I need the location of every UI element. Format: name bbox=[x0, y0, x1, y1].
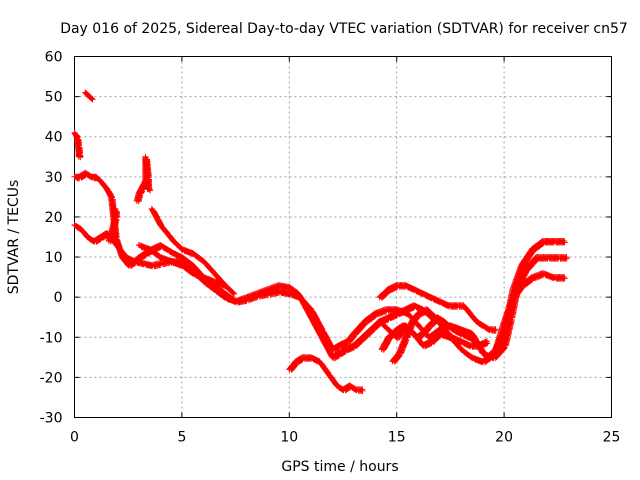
x-tick-label: 10 bbox=[280, 430, 298, 446]
x-tick-label: 20 bbox=[495, 430, 513, 446]
y-tick-label: 60 bbox=[45, 50, 63, 66]
data-point-markers bbox=[82, 89, 96, 103]
grid bbox=[74, 56, 612, 418]
x-tick-label: 5 bbox=[177, 430, 186, 446]
data-point-markers bbox=[71, 129, 84, 161]
data-point-markers bbox=[350, 302, 478, 349]
y-tick-label: -10 bbox=[40, 330, 63, 346]
series-track-k bbox=[71, 129, 84, 161]
data-point-markers bbox=[135, 242, 229, 290]
y-tick-label: 0 bbox=[54, 290, 63, 306]
x-tick-label: 25 bbox=[603, 430, 621, 446]
y-tick-label: 20 bbox=[45, 210, 63, 226]
series-track-j bbox=[82, 89, 96, 103]
y-tick-label: 40 bbox=[45, 130, 63, 146]
y-axis-label: SDTVAR / TECUs bbox=[6, 180, 22, 295]
series-track-i bbox=[105, 205, 120, 245]
data-point-markers bbox=[71, 222, 568, 366]
x-tick-label: 15 bbox=[388, 430, 406, 446]
data-point-markers bbox=[105, 205, 120, 245]
series-track-b bbox=[71, 222, 568, 366]
y-tick-label: 10 bbox=[45, 250, 63, 266]
series-track-f bbox=[376, 282, 499, 334]
series-track-h bbox=[133, 153, 154, 205]
plot-frame bbox=[74, 56, 612, 418]
axis-ticks: 0 5 10 15 20 25 -30 -20 -10 0 10 20 30 40 50 60 bbox=[40, 50, 621, 446]
series-track-c bbox=[286, 354, 366, 394]
data-points bbox=[71, 89, 570, 394]
y-tick-label: -20 bbox=[40, 370, 63, 386]
data-point-markers bbox=[133, 153, 154, 205]
data-point-markers bbox=[376, 282, 499, 334]
chart-title: Day 016 of 2025, Sidereal Day-to-day VTE… bbox=[60, 21, 628, 37]
data-point-markers bbox=[286, 354, 366, 394]
x-tick-label: 0 bbox=[70, 430, 79, 446]
series-track-m bbox=[135, 242, 229, 290]
y-tick-label: 50 bbox=[45, 90, 63, 106]
x-axis-label: GPS time / hours bbox=[281, 459, 398, 475]
y-tick-label: 30 bbox=[45, 170, 63, 186]
y-tick-label: -30 bbox=[40, 411, 63, 427]
series-track-g bbox=[350, 302, 478, 349]
